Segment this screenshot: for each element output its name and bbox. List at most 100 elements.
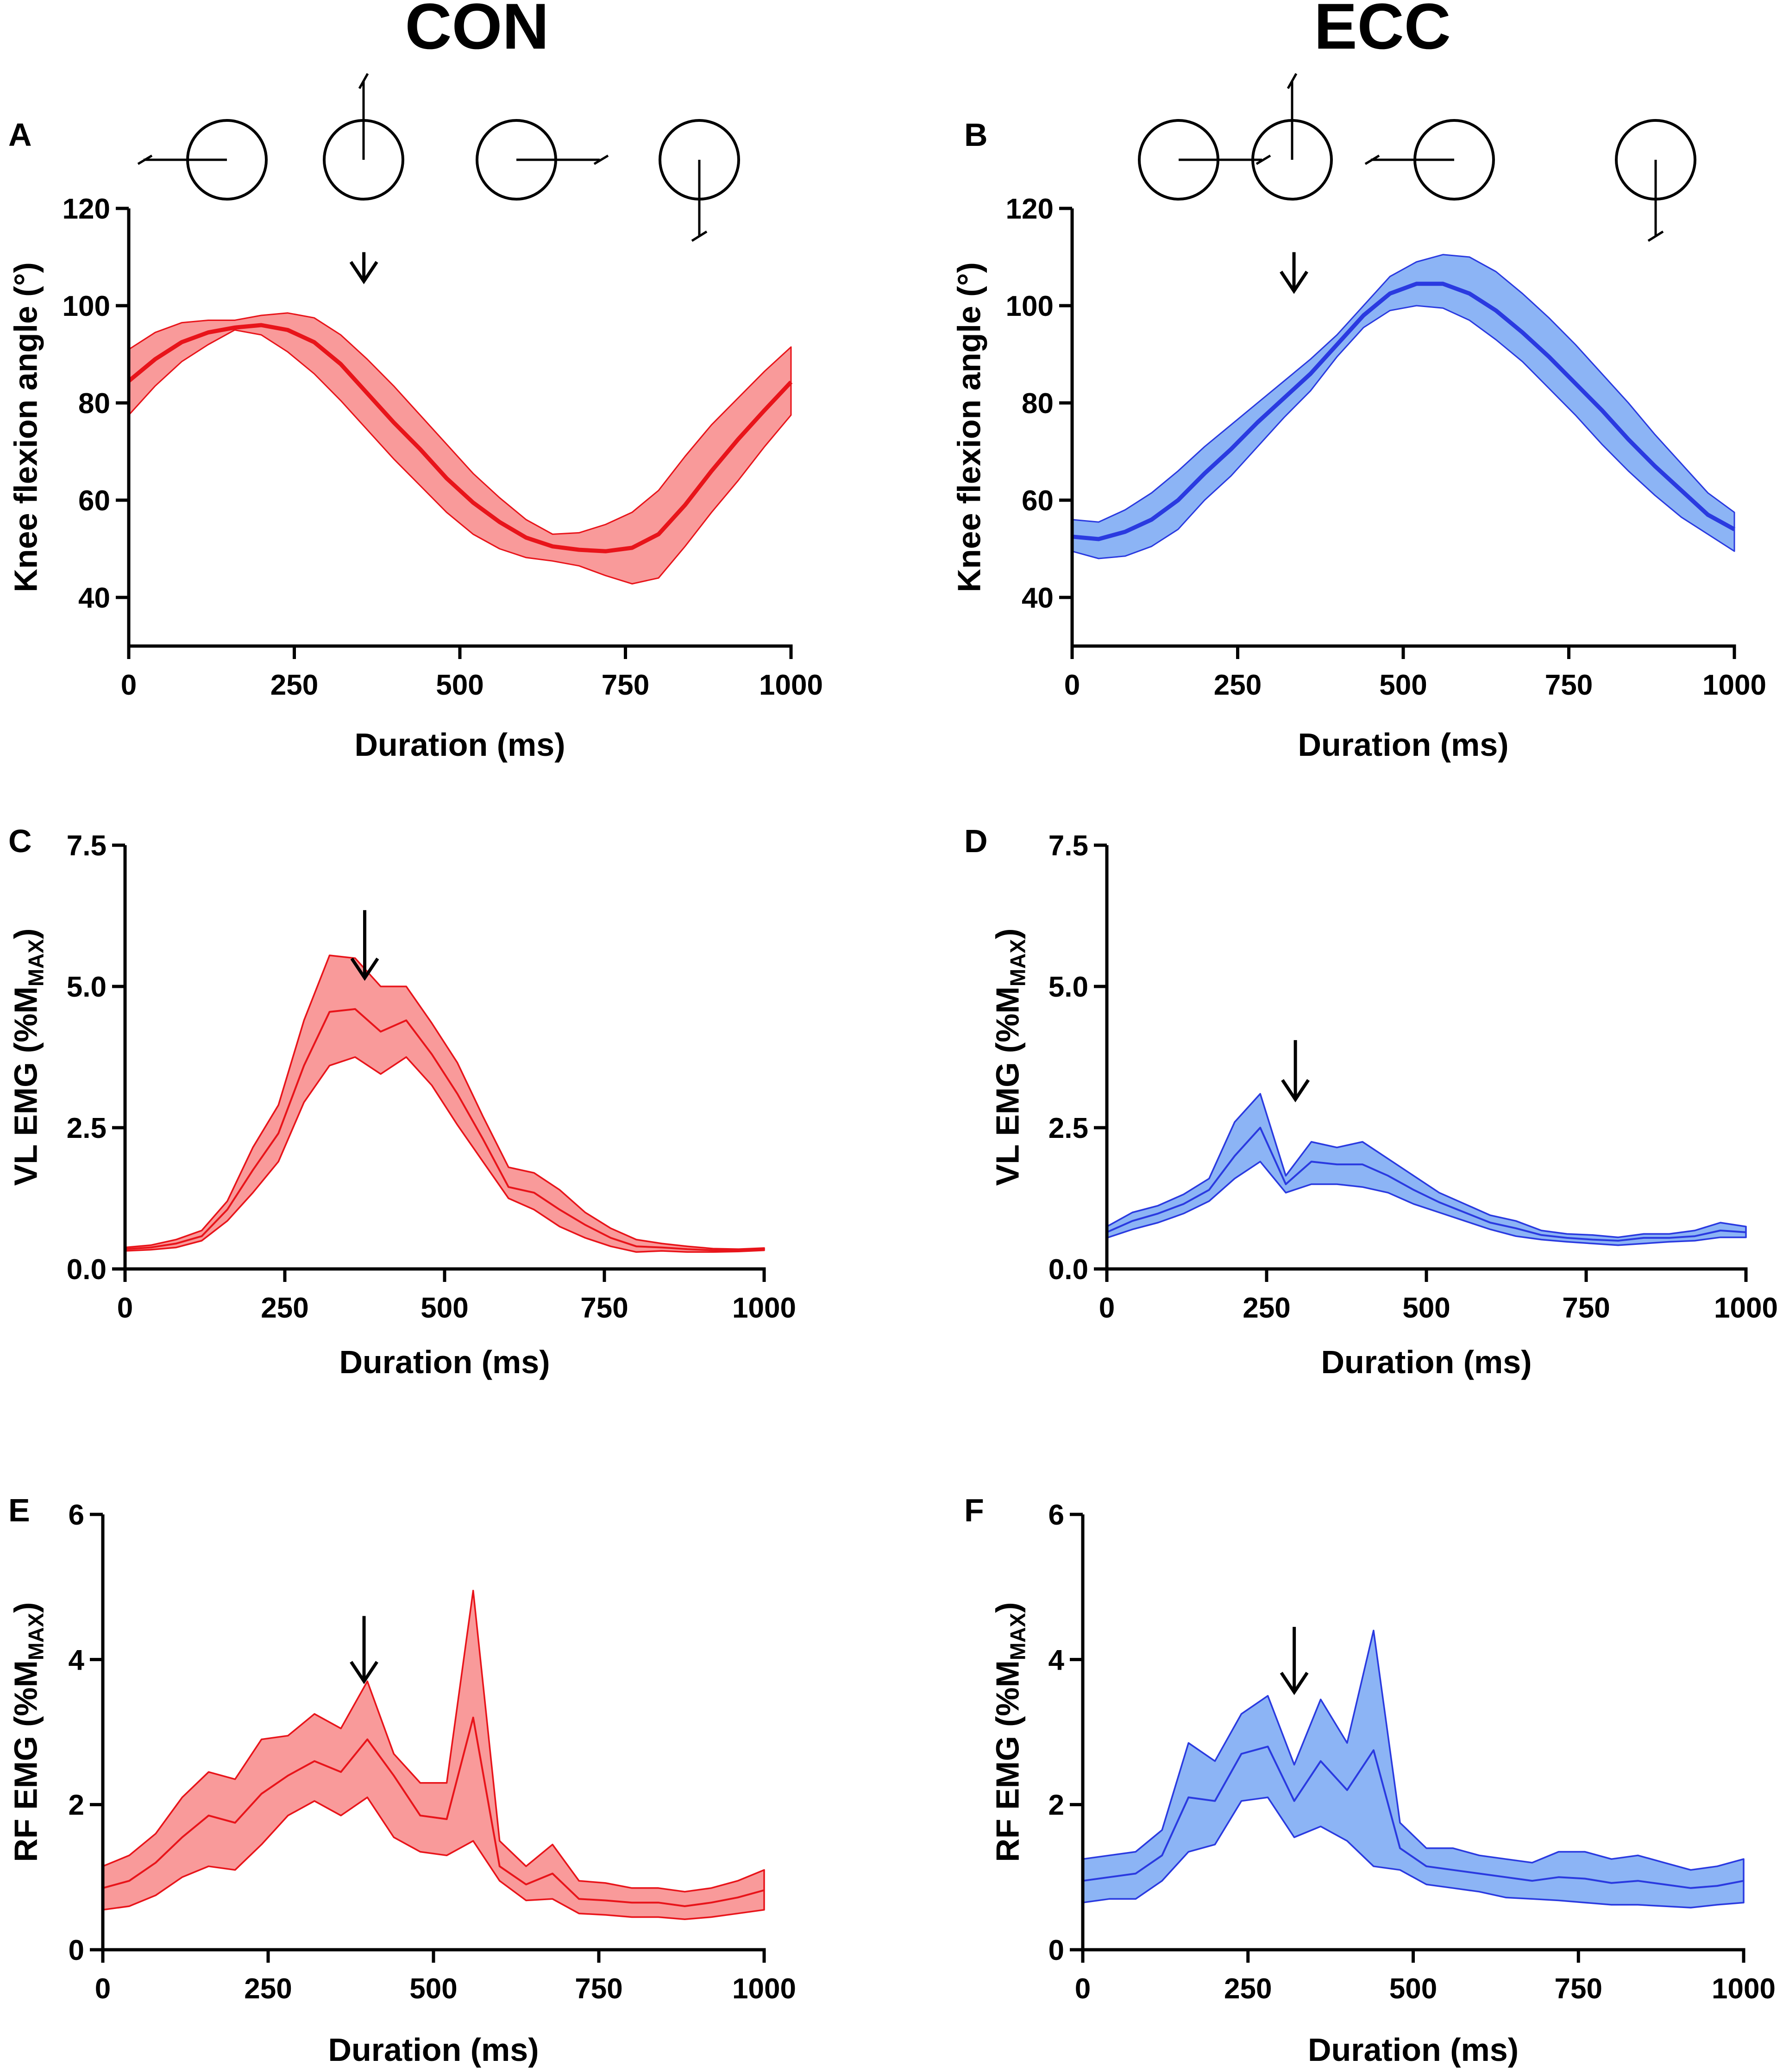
x-tick-label: 250 [1243,1292,1290,1324]
panel-d-vl-emg-ecc: D 0.0 2.5 5.0 7.5 0 250 500 750 1000 Duration (ms)… [964,823,1778,1380]
y-tick-label: 40 [78,582,110,614]
arrow-down-icon [1280,1626,1309,1695]
y-axis-label-main: Knee flexion angle (°) [8,262,44,592]
arrow-down-icon [350,1616,378,1684]
crank-arm [691,160,708,242]
panel-letter: E [8,1492,30,1528]
y-axis-label-subscript: MAX [24,1613,48,1660]
y-axis-label-main: RF EMG (%M [990,1660,1026,1862]
x-tick-label: 500 [1389,1973,1437,2005]
crank-position-icon [659,119,740,242]
y-tick-label: 7.5 [1048,830,1088,862]
y-tick-label: 2.5 [1048,1112,1088,1144]
x-tick-label: 1000 [1714,1292,1778,1324]
y-tick-label: 5.0 [1048,971,1088,1003]
x-axis-label: Duration (ms) [328,2032,539,2068]
arrow-head [350,1661,378,1684]
y-tick-label: 2.5 [67,1112,107,1144]
arrow-head [1280,270,1308,294]
x-tick-label: 250 [261,1292,308,1324]
x-tick-label: 750 [602,669,649,701]
y-tick-label: 0 [1048,1934,1064,1966]
crank-position-icon [137,119,268,201]
x-tick-label: 1000 [1712,1973,1776,2005]
y-axis-label-close: ) [8,929,44,939]
x-tick-label: 250 [270,669,318,701]
x-tick-label: 250 [244,1973,292,2005]
arrow-down-icon [349,252,378,284]
x-tick-label: 750 [575,1973,622,2005]
panel-a-knee-angle-con: A 40 60 80 100 120 0 250 500 750 1000 Duration (ms)… [8,73,823,763]
y-axis-label-subscript: MAX [1006,939,1030,987]
y-tick-label: 0 [69,1934,84,1966]
y-axis-label-close: ) [990,1602,1026,1613]
y-tick-label: 6 [69,1499,84,1531]
y-axis-label-main: VL EMG (%M [8,986,44,1186]
y-axis-label: RF EMG (%MMAX) [990,1602,1030,1862]
y-tick-label: 80 [1022,388,1054,420]
panel-e-rf-emg-con: E 0 2 4 6 0 250 500 750 1000 Duration (ms) RF EMG (… [8,1492,796,2068]
y-tick-label: 120 [1006,193,1054,225]
x-tick-label: 0 [1064,669,1080,701]
panel-b-knee-angle-ecc: B 40 60 80 100 120 0 250 500 750 1000 Duration (ms)… [951,73,1766,763]
y-tick-label: 2 [1048,1789,1064,1821]
crank-position-icon [1364,119,1495,201]
y-tick-label: 4 [69,1644,85,1676]
x-axis-label: Duration (ms) [1308,2032,1519,2068]
column-title-con: CON [405,0,549,63]
y-tick-label: 80 [78,388,110,420]
y-tick-label: 60 [1022,485,1054,517]
panel-letter: A [8,117,32,153]
x-tick-label: 0 [121,669,137,701]
x-tick-label: 250 [1214,669,1262,701]
x-tick-label: 500 [421,1292,468,1324]
crank-position-icon [1138,119,1271,201]
sd-band-area [1082,1629,1745,1909]
arrow-down-icon [1281,1040,1310,1103]
x-tick-label: 0 [1075,1973,1091,2005]
y-tick-label: 40 [1022,582,1054,614]
y-tick-label: 2 [69,1789,84,1821]
sd-band-area [1106,1093,1747,1246]
panel-letter: D [964,823,988,859]
x-tick-label: 750 [580,1292,628,1324]
arrow-down-icon [350,910,379,981]
crank-arm [1287,73,1298,160]
sd-band-area [128,312,792,585]
x-tick-label: 1000 [732,1292,796,1324]
y-axis-label-main: Knee flexion angle (°) [951,262,987,592]
x-tick-label: 750 [1562,1292,1610,1324]
y-tick-label: 7.5 [67,830,107,862]
y-axis-label-subscript: MAX [1006,1613,1030,1660]
x-tick-label: 500 [1402,1292,1450,1324]
mean-series-line [1082,1746,1744,1889]
crank-arm [1364,154,1454,165]
y-tick-label: 60 [78,485,110,517]
crank-position-icon [476,119,609,201]
crank-position-icon [1251,73,1333,201]
x-tick-label: 750 [1555,1973,1602,2005]
x-tick-label: 500 [436,669,483,701]
y-tick-label: 4 [1048,1644,1065,1676]
crank-arm [1647,160,1664,242]
x-tick-label: 500 [1379,669,1427,701]
panel-f-rf-emg-ecc: F 0 2 4 6 0 250 500 750 1000 Duration (ms) RF EMG (… [964,1492,1776,2068]
x-tick-label: 1000 [759,669,823,701]
y-tick-label: 120 [63,193,110,225]
crank-arm [1179,154,1271,165]
x-axis-label: Duration (ms) [1298,727,1509,763]
x-tick-label: 0 [117,1292,133,1324]
x-axis-label: Duration (ms) [1321,1344,1532,1380]
x-tick-label: 250 [1224,1973,1272,2005]
panel-letter: F [964,1492,984,1528]
mean-series-line [125,1008,765,1251]
y-axis-label: VL EMG (%MMAX) [990,929,1030,1186]
mean-series-line [127,323,793,553]
crank-position-icon [323,73,404,201]
y-axis-label: Knee flexion angle (°) [951,262,987,592]
arrow-head [350,957,379,981]
y-axis-label-close: ) [990,929,1026,939]
y-axis-label: VL EMG (%MMAX) [8,929,48,1186]
sd-band-area [102,1589,765,1920]
